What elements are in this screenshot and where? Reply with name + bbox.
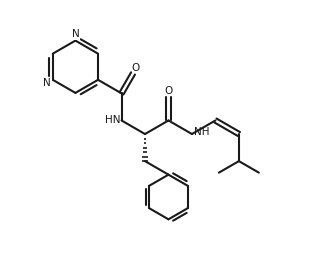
Text: N: N xyxy=(43,78,51,88)
Text: NH: NH xyxy=(194,128,209,137)
Text: O: O xyxy=(132,63,140,73)
Text: N: N xyxy=(71,29,79,39)
Text: HN: HN xyxy=(105,115,120,125)
Text: O: O xyxy=(164,86,172,96)
